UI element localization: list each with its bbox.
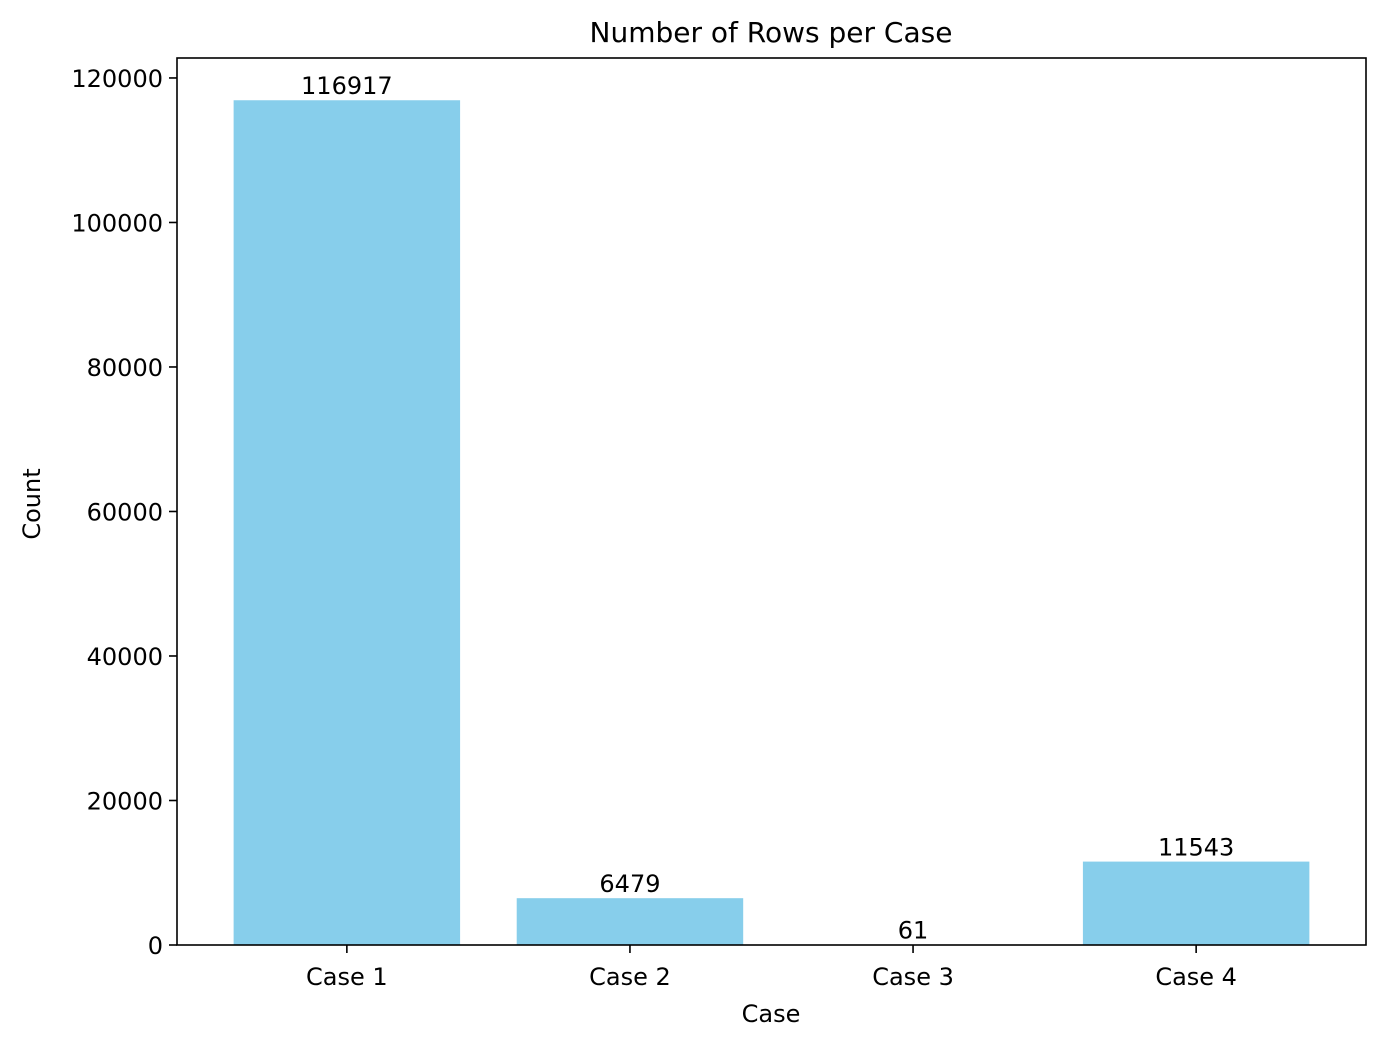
y-tick-label: 20000 <box>87 787 163 815</box>
x-tick-label: Case 3 <box>872 963 954 991</box>
x-axis-label: Case <box>742 1000 801 1028</box>
bar <box>234 100 460 945</box>
data-label: 61 <box>898 917 929 945</box>
y-axis: 0 20000 40000 60000 80000 100000 120000 <box>71 65 177 960</box>
bar <box>517 898 743 945</box>
chart-title: Number of Rows per Case <box>590 16 953 49</box>
y-tick-label: 80000 <box>87 354 163 382</box>
data-label: 6479 <box>599 870 660 898</box>
y-axis-label: Count <box>18 468 46 539</box>
data-label: 116917 <box>301 72 393 100</box>
x-axis: Case 1 Case 2 Case 3 Case 4 <box>306 945 1237 991</box>
bar <box>1083 862 1309 945</box>
x-tick-label: Case 4 <box>1155 963 1237 991</box>
y-tick-label: 60000 <box>87 498 163 526</box>
x-tick-label: Case 2 <box>589 963 671 991</box>
y-tick-label: 0 <box>148 932 163 960</box>
y-tick-label: 40000 <box>87 643 163 671</box>
bars-layer <box>234 100 1310 945</box>
x-tick-label: Case 1 <box>306 963 388 991</box>
y-tick-label: 100000 <box>71 209 163 237</box>
data-label: 11543 <box>1158 834 1234 862</box>
y-tick-label: 120000 <box>71 65 163 93</box>
